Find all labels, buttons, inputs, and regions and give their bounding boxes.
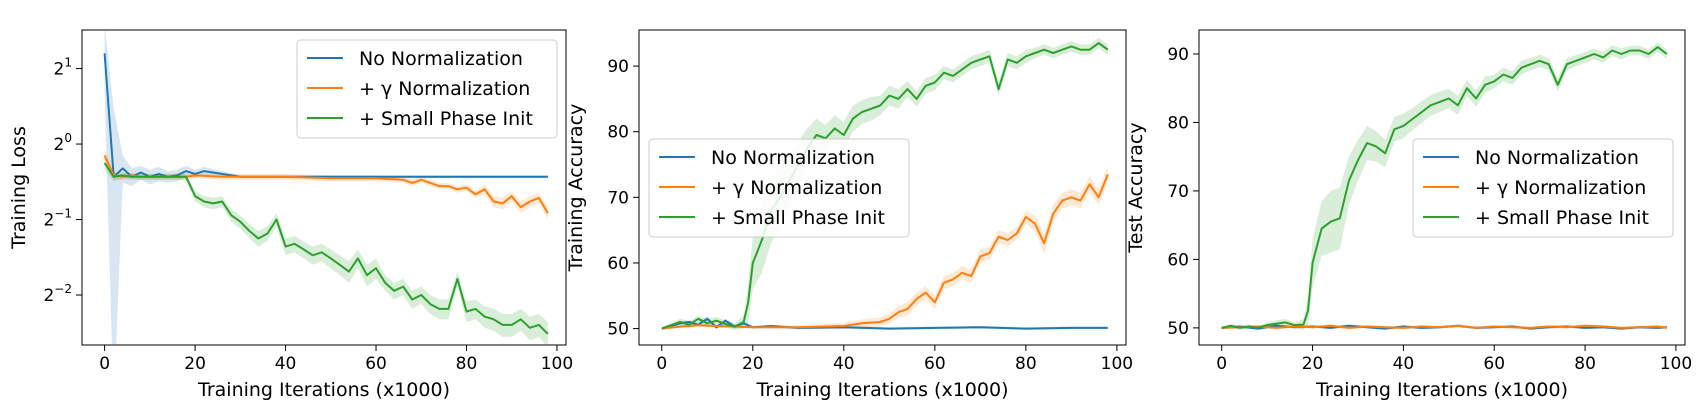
x-tick-label: 40 [275, 354, 297, 374]
legend: No Normalization + γ Normalization + Small… [648, 138, 910, 238]
y-tick-label: 2−2 [43, 282, 72, 306]
x-tick-label: 80 [1574, 354, 1596, 374]
series-band [661, 37, 1108, 330]
x-tick-label: 60 [924, 354, 946, 374]
x-tick-label: 100 [541, 354, 573, 374]
series-line [1221, 46, 1668, 329]
legend-label: + Small Phase Init [1475, 207, 1649, 229]
legend-label: + Small Phase Init [359, 108, 533, 130]
x-tick-label: 60 [365, 354, 387, 374]
chart-panel-1: 0 20 40 60 80 100 2−2 2−1 20 21 Training Iteration… [8, 29, 573, 401]
x-tick-label: 40 [1393, 354, 1415, 374]
x-tick-label: 0 [99, 354, 110, 374]
y-axis-label: Training Accuracy [565, 104, 587, 273]
series-band [104, 148, 548, 220]
y-tick-label: 60 [1167, 250, 1189, 270]
legend-label: No Normalization [1475, 147, 1639, 169]
series-line [103, 162, 549, 335]
y-axis-label: Test Accuracy [1125, 122, 1147, 253]
x-tick-label: 20 [742, 354, 764, 374]
x-tick-label: 0 [656, 354, 667, 374]
x-axis-label: Training Iterations (x1000) [756, 379, 1009, 401]
legend-label: No Normalization [711, 147, 875, 169]
x-axis-label: Training Iterations (x1000) [197, 379, 450, 401]
series-line [103, 155, 549, 214]
x-tick-label: 100 [1660, 354, 1692, 374]
x-tick-label: 0 [1216, 354, 1227, 374]
series-line [661, 42, 1109, 330]
legend-box [296, 39, 558, 139]
y-tick-label: 21 [54, 56, 72, 80]
x-tick-label: 100 [1101, 354, 1133, 374]
y-tick-label: 70 [1167, 182, 1189, 202]
y-tick-label: 60 [607, 254, 629, 274]
legend-label: No Normalization [359, 48, 523, 70]
plot-area [103, 30, 549, 345]
legend-label: + Small Phase Init [711, 207, 885, 229]
x-tick-label: 40 [833, 354, 855, 374]
legend-label: + γ Normalization [359, 78, 530, 100]
y-tick-label: 50 [607, 320, 629, 340]
series-band [104, 156, 548, 345]
legend-label: + γ Normalization [711, 177, 882, 199]
series-line [1221, 324, 1667, 329]
x-tick-label: 20 [184, 354, 206, 374]
series-line [661, 174, 1109, 330]
legend-box [648, 138, 910, 238]
y-axis-label: Training Loss [8, 126, 30, 250]
series-line [661, 317, 1108, 330]
y-tick-label: 90 [1167, 45, 1189, 65]
y-tick-label: 2−1 [43, 207, 72, 231]
plot-area [661, 37, 1109, 330]
chart-panel-2: 0 20 40 60 80 100 50 60 70 80 90 Training Iteration… [565, 29, 1133, 401]
axes-frame [81, 29, 567, 346]
x-tick-label: 80 [456, 354, 478, 374]
axes-frame [1198, 29, 1686, 346]
x-tick-label: 20 [1302, 354, 1324, 374]
x-tick-label: 80 [1015, 354, 1037, 374]
y-tick-label: 20 [54, 131, 72, 155]
axes-frame [638, 29, 1127, 346]
x-axis-label: Training Iterations (x1000) [1315, 379, 1568, 401]
legend-box [1412, 138, 1674, 238]
chart-panel-3: 0 20 40 60 80 100 50 60 70 80 90 Training Iteration… [1125, 29, 1692, 401]
legend: No Normalization + γ Normalization + Small… [1412, 138, 1674, 238]
x-tick-label: 60 [1483, 354, 1505, 374]
y-tick-label: 80 [1167, 113, 1189, 133]
y-tick-label: 50 [1167, 319, 1189, 339]
plot-area [1221, 42, 1668, 330]
legend-label: + γ Normalization [1475, 177, 1646, 199]
y-tick-label: 70 [607, 188, 629, 208]
y-tick-label: 90 [607, 57, 629, 77]
legend: No Normalization + γ Normalization + Small… [296, 39, 558, 139]
y-tick-label: 80 [607, 123, 629, 143]
